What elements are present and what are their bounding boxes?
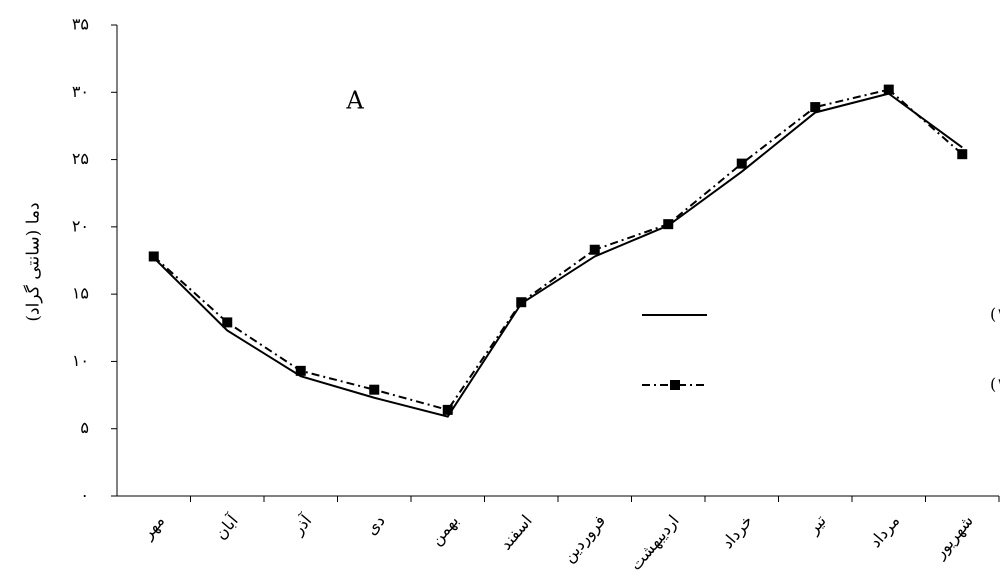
legend-marker bbox=[670, 380, 680, 390]
marker bbox=[442, 404, 453, 415]
marker bbox=[663, 219, 674, 230]
legend-label: متوسط دمای ماهیانه (سال ۹۵-۱۳۹۴) bbox=[990, 375, 1000, 394]
marker bbox=[148, 251, 159, 262]
x-tick-label: تیر bbox=[803, 511, 830, 538]
marker bbox=[736, 158, 747, 169]
y-tick-label: ۳۵ bbox=[72, 15, 89, 34]
y-tick-label: ۱۵ bbox=[72, 284, 89, 303]
marker bbox=[295, 365, 306, 376]
y-tick-label: ۳۰ bbox=[72, 82, 89, 101]
x-tick-label: مرداد bbox=[866, 511, 904, 551]
marker bbox=[589, 244, 600, 255]
x-tick-label: فروردین bbox=[559, 511, 609, 566]
y-tick-label: ۲۰ bbox=[72, 216, 89, 235]
marker bbox=[810, 102, 821, 113]
x-tick-label: آذر bbox=[287, 509, 316, 539]
y-tick-label: ۰ bbox=[80, 486, 89, 505]
legend-label: متوسط دمای ماهیانه (سال ۹۴-۱۳۹۳) bbox=[990, 305, 1000, 324]
line bbox=[153, 88, 963, 412]
marker bbox=[369, 384, 380, 395]
line bbox=[153, 92, 963, 418]
y-tick-label: ۲۵ bbox=[72, 149, 89, 168]
y-tick-label: ۱۰ bbox=[72, 351, 89, 370]
x-tick-label: اردیبهشت bbox=[626, 511, 683, 574]
annotation: A bbox=[345, 87, 364, 115]
marker bbox=[883, 84, 894, 95]
x-tick-label: مهر bbox=[137, 511, 168, 543]
x-tick-label: بهمن bbox=[426, 511, 462, 549]
x-tick-label: اسفند bbox=[496, 511, 536, 553]
y-axis-label: دما (سانتی گراد) bbox=[23, 202, 44, 321]
marker bbox=[222, 317, 233, 328]
x-tick-label: آبان bbox=[210, 509, 243, 543]
x-tick-label: دی bbox=[362, 511, 389, 538]
y-tick-label: ۵ bbox=[80, 418, 89, 437]
x-tick-label: شهریور bbox=[929, 511, 976, 562]
marker bbox=[516, 297, 527, 308]
marker bbox=[957, 149, 968, 160]
x-tick-label: خرداد bbox=[718, 511, 757, 552]
